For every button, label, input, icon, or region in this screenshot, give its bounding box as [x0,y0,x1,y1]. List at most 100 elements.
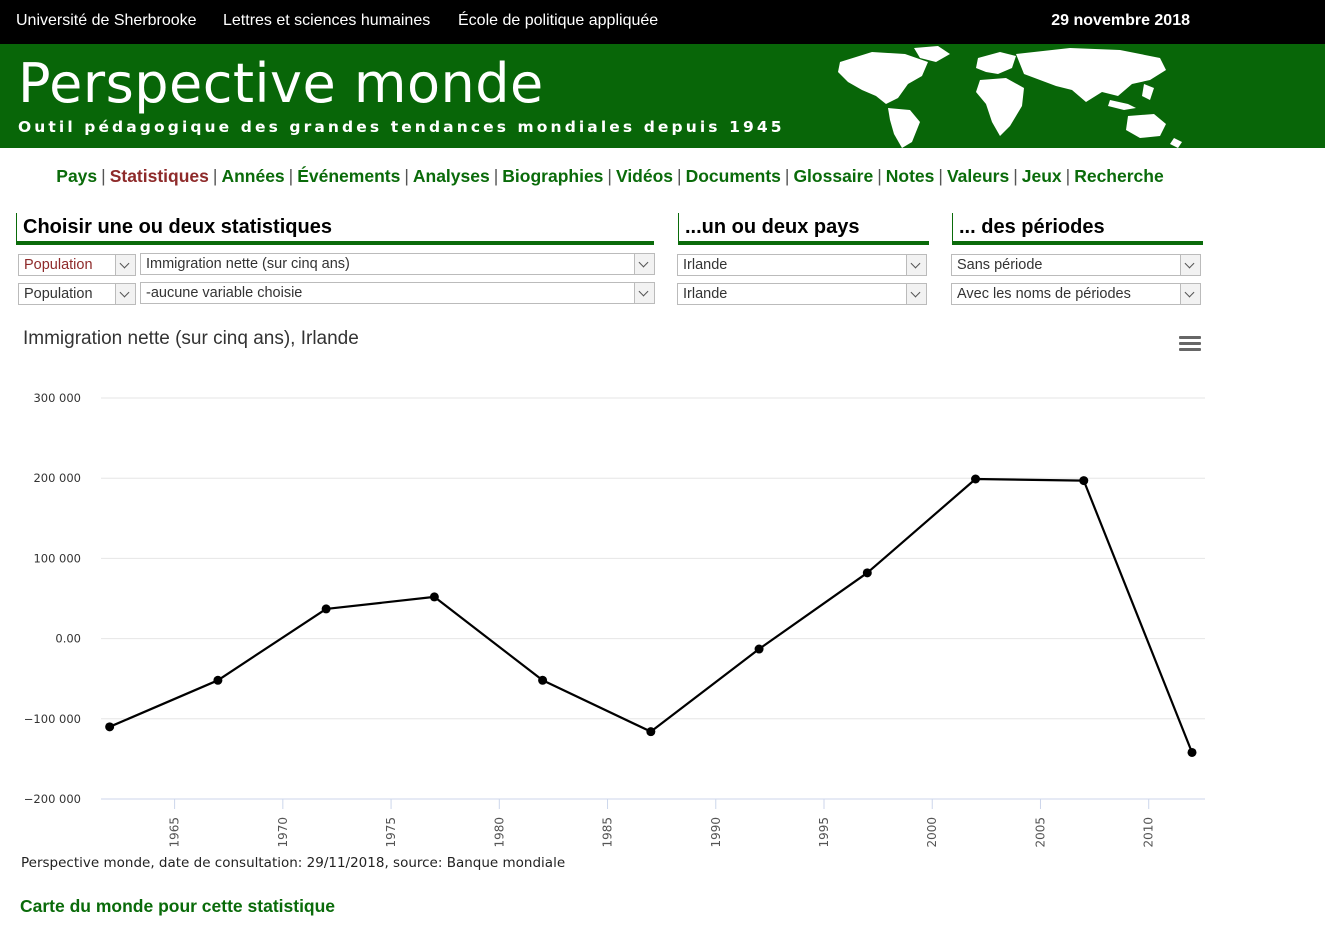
data-point [1079,476,1089,486]
site-banner[interactable]: Perspective monde Outil pédagogique des … [0,44,1325,148]
menu-bar [1179,336,1201,339]
x-tick-label: 1970 [276,817,290,848]
data-point [646,727,656,737]
variable-select-1[interactable]: Immigration nette (sur cinq ans) [140,253,655,275]
line-chart: −200 000 −100 000 0.00 100 000 200 000 300 00… [24,391,1205,848]
link-lettres[interactable]: Lettres et sciences humaines [223,12,431,29]
nav-glossaire[interactable]: Glossaire [793,166,874,186]
site-subtitle: Outil pédagogique des grandes tendances … [18,118,785,136]
link-universite[interactable]: Université de Sherbrooke [16,12,197,29]
nav-statistiques[interactable]: Statistiques [109,166,209,186]
chevron-down-icon [906,255,926,275]
nav-pays[interactable]: Pays [56,166,98,186]
data-point [1187,747,1197,757]
nav-separator: | [288,166,294,186]
country-select-2-value: Irlande [683,286,728,302]
x-axis: 1965 1970 1975 1980 1985 1990 1995 2000 2005 2010 [101,798,1205,848]
country-select-1-value: Irlande [683,257,728,273]
y-tick-label: −200 000 [24,792,81,806]
nav-jeux[interactable]: Jeux [1021,166,1062,186]
link-ecole[interactable]: École de politique appliquée [458,12,659,29]
menu-bar [1179,342,1201,345]
source-note: Perspective monde, date de consultation:… [21,855,566,871]
chevron-down-icon [115,284,135,304]
x-tick-label: 1975 [384,817,398,848]
nav-separator: | [1013,166,1018,186]
world-map-link[interactable]: Carte du monde pour cette statistique [20,896,336,916]
periods-heading: ... des périodes [952,213,1203,245]
chevron-down-icon [906,284,926,304]
nav-separator: | [607,166,612,186]
nav-valeurs[interactable]: Valeurs [946,166,1010,186]
category-select-1[interactable]: Population [18,254,136,276]
nav-separator: | [784,166,790,186]
data-point [213,675,223,685]
chart-grid [101,397,1205,720]
data-point [862,568,872,578]
x-tick-label: 1990 [709,817,723,848]
world-map-icon [838,46,1182,148]
nav-separator: | [212,166,218,186]
nav-biographies[interactable]: Biographies [502,166,604,186]
variable-select-2-value: -aucune variable choisie [146,285,303,301]
y-tick-label: −100 000 [24,712,81,726]
chart-menu-button[interactable] [1179,336,1201,354]
chevron-down-icon [115,255,135,275]
x-tick-label: 1980 [492,817,506,848]
chevron-down-icon [634,283,654,303]
top-bar: Université de Sherbrooke Lettres et scie… [0,0,1325,44]
y-tick-label: 200 000 [33,471,81,485]
site-title: Perspective monde [18,52,544,115]
nav-separator: | [677,166,682,186]
x-tick-label: 2010 [1142,817,1156,848]
y-tick-label: 0.00 [55,632,81,646]
y-axis: −200 000 −100 000 0.00 100 000 200 000 300 00… [24,391,81,806]
data-point [754,644,764,654]
y-tick-label: 300 000 [33,391,81,405]
chevron-down-icon [1180,284,1200,304]
nav-analyses[interactable]: Analyses [412,166,490,186]
variable-select-2[interactable]: -aucune variable choisie [140,282,655,304]
variable-select-1-value: Immigration nette (sur cinq ans) [146,256,350,272]
nav-recherche[interactable]: Recherche [1074,166,1164,186]
nav-separator: | [404,166,409,186]
nav-notes[interactable]: Notes [885,166,935,186]
nav-separator: | [493,166,499,186]
data-point [538,675,548,685]
nav-documents[interactable]: Documents [685,166,781,186]
menu-bar [1179,348,1201,351]
period-select-2-value: Avec les noms de périodes [957,286,1131,302]
chevron-down-icon [1180,255,1200,275]
data-point [971,474,981,484]
country-select-2[interactable]: Irlande [677,283,927,305]
x-tick-label: 1995 [817,817,831,848]
period-select-1[interactable]: Sans période [951,254,1201,276]
series-line [109,477,1194,753]
main-nav: Pays | Statistiques | Années | Événements | Anal… [0,166,1220,187]
category-select-2-value: Population [24,286,93,302]
nav-separator: | [101,166,106,186]
nav-separator: | [877,166,882,186]
category-select-1-value: Population [24,257,93,273]
nav-annees[interactable]: Années [221,166,285,186]
nav-evenements[interactable]: Événements [297,166,401,186]
current-date: 29 novembre 2018 [1051,12,1190,29]
country-select-1[interactable]: Irlande [677,254,927,276]
nav-separator: | [938,166,943,186]
x-tick-label: 2000 [925,817,939,848]
nav-videos[interactable]: Vidéos [615,166,674,186]
period-select-1-value: Sans période [957,257,1043,273]
data-point [429,592,439,602]
x-tick-label: 1985 [601,817,615,848]
period-select-2[interactable]: Avec les noms de périodes [951,283,1201,305]
x-tick-label: 2005 [1033,817,1047,848]
y-tick-label: 100 000 [33,551,81,565]
nav-separator: | [1065,166,1071,186]
stats-heading: Choisir une ou deux statistiques [16,213,654,245]
chart-title: Immigration nette (sur cinq ans), Irland… [23,328,359,349]
data-point [105,722,115,732]
data-point [321,604,331,614]
category-select-2[interactable]: Population [18,283,136,305]
chart-series [105,474,1197,757]
x-tick-label: 1965 [168,817,182,848]
